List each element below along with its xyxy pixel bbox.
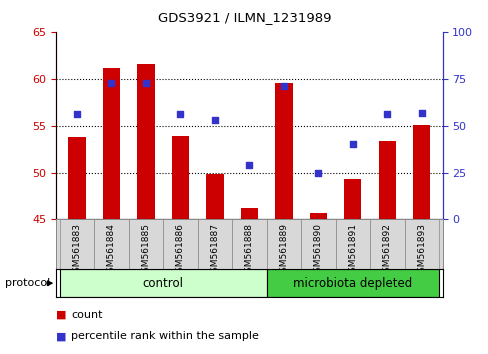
Bar [275,82,292,219]
Bar [94,219,128,269]
Text: count: count [71,310,102,320]
Bar [344,179,361,219]
Point [176,112,184,117]
Text: GSM561888: GSM561888 [244,223,253,279]
Text: GSM561889: GSM561889 [279,223,288,279]
Text: GSM561885: GSM561885 [141,223,150,279]
Bar [369,219,404,269]
Bar [240,208,258,219]
Text: GSM561884: GSM561884 [107,223,116,278]
Text: ■: ■ [56,331,66,341]
Bar [301,219,335,269]
Text: GSM561887: GSM561887 [210,223,219,279]
Point [383,112,390,117]
Text: GDS3921 / ILMN_1231989: GDS3921 / ILMN_1231989 [158,11,330,24]
Bar [171,136,189,219]
Bar [197,219,232,269]
Bar [68,137,85,219]
Bar [412,125,429,219]
Bar [60,269,266,297]
Point [280,84,287,89]
Text: protocol: protocol [5,278,50,288]
Text: GSM561890: GSM561890 [313,223,322,279]
Point [245,162,253,168]
Bar [206,175,223,219]
Bar [60,219,94,269]
Bar [266,269,438,297]
Bar [163,219,197,269]
Bar [266,219,301,269]
Point [417,110,425,115]
Point [107,80,115,85]
Text: ■: ■ [56,310,66,320]
Point [314,170,322,175]
Text: percentile rank within the sample: percentile rank within the sample [71,331,258,341]
Text: GSM561892: GSM561892 [382,223,391,278]
Bar [128,219,163,269]
Text: control: control [142,277,183,290]
Bar [335,219,369,269]
Text: GSM561891: GSM561891 [347,223,357,279]
Bar [102,68,120,219]
Point [348,142,356,147]
Bar [404,219,438,269]
Text: microbiota depleted: microbiota depleted [293,277,412,290]
Bar [137,64,154,219]
Point [73,112,81,117]
Text: GSM561886: GSM561886 [176,223,184,279]
Bar [378,141,395,219]
Bar [232,219,266,269]
Text: GSM561883: GSM561883 [72,223,81,279]
Text: GSM561893: GSM561893 [416,223,426,279]
Point [142,80,149,85]
Point [210,117,218,123]
Bar [309,213,326,219]
